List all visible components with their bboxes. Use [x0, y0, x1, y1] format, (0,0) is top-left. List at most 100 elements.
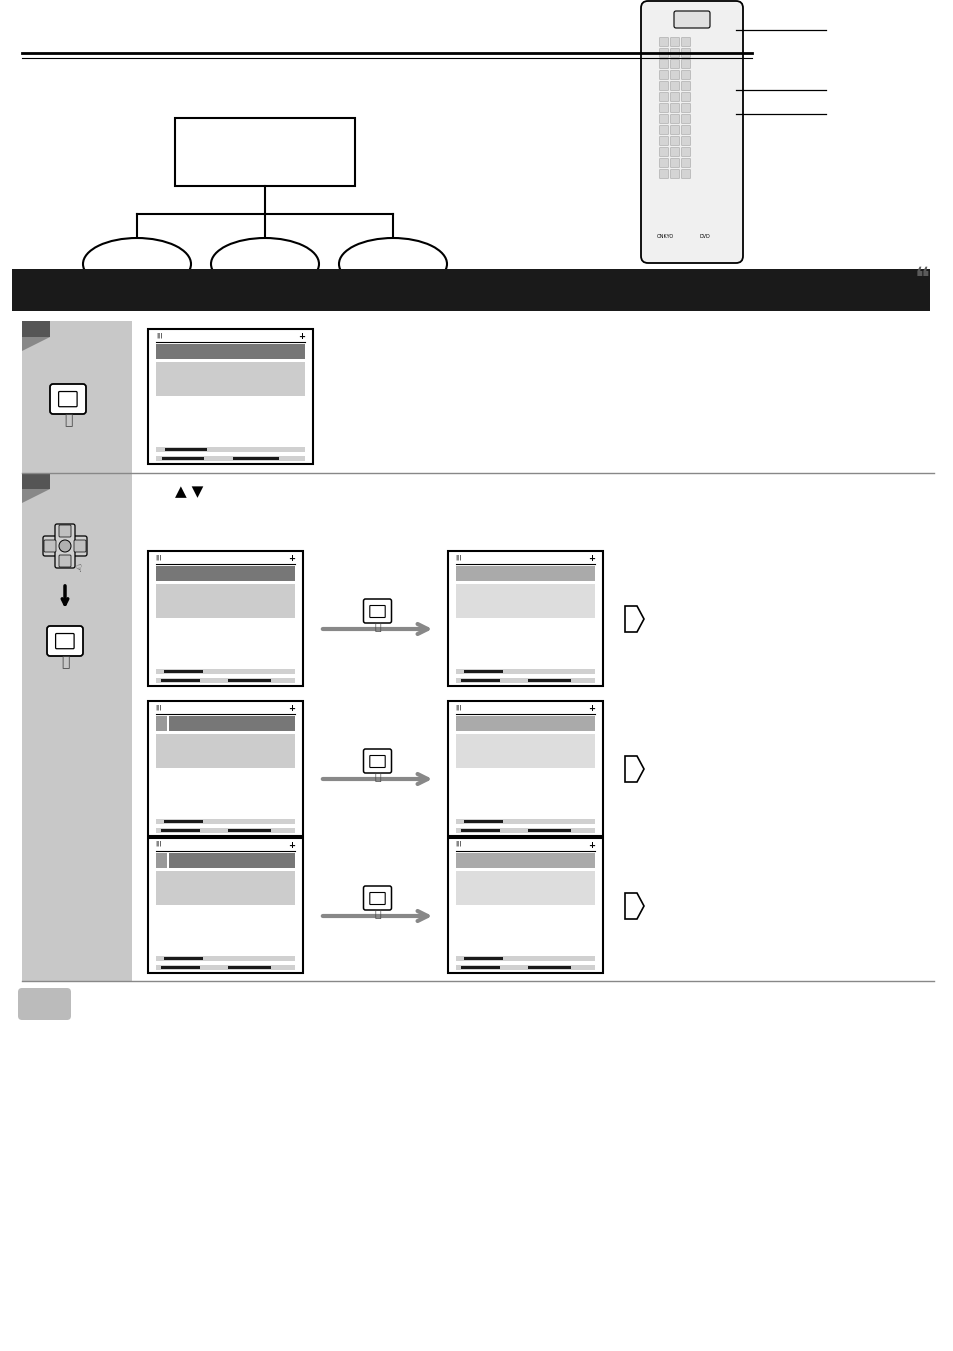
- Bar: [456, 819, 595, 824]
- Ellipse shape: [211, 238, 318, 290]
- Bar: [169, 852, 294, 867]
- FancyBboxPatch shape: [659, 49, 668, 58]
- Text: ONKYO: ONKYO: [657, 234, 674, 239]
- FancyBboxPatch shape: [55, 634, 74, 648]
- FancyBboxPatch shape: [670, 70, 679, 80]
- Bar: [155, 566, 294, 581]
- Bar: [528, 830, 571, 832]
- FancyBboxPatch shape: [659, 38, 668, 46]
- FancyBboxPatch shape: [670, 92, 679, 101]
- FancyBboxPatch shape: [670, 38, 679, 46]
- FancyBboxPatch shape: [673, 11, 709, 28]
- Text: |||: |||: [155, 554, 162, 559]
- FancyBboxPatch shape: [18, 988, 71, 1020]
- Bar: [456, 734, 595, 767]
- Bar: [463, 820, 502, 823]
- FancyBboxPatch shape: [59, 526, 71, 536]
- Bar: [22, 473, 132, 981]
- Ellipse shape: [83, 238, 191, 290]
- Bar: [148, 701, 303, 836]
- FancyBboxPatch shape: [659, 81, 668, 91]
- FancyBboxPatch shape: [680, 70, 690, 80]
- FancyBboxPatch shape: [659, 70, 668, 80]
- Bar: [22, 473, 50, 489]
- Bar: [456, 566, 595, 581]
- FancyBboxPatch shape: [670, 169, 679, 178]
- Text: |||: |||: [156, 332, 162, 338]
- Polygon shape: [624, 893, 643, 919]
- Text: ✋: ✋: [64, 413, 72, 427]
- FancyBboxPatch shape: [370, 605, 385, 617]
- FancyBboxPatch shape: [680, 49, 690, 58]
- Bar: [148, 551, 303, 686]
- Polygon shape: [624, 757, 643, 782]
- FancyBboxPatch shape: [659, 92, 668, 101]
- FancyBboxPatch shape: [74, 540, 86, 553]
- Bar: [155, 584, 294, 617]
- Polygon shape: [22, 336, 50, 351]
- FancyBboxPatch shape: [659, 126, 668, 135]
- Bar: [161, 966, 200, 969]
- Text: +: +: [288, 842, 294, 850]
- FancyBboxPatch shape: [680, 115, 690, 123]
- FancyBboxPatch shape: [680, 59, 690, 69]
- Bar: [456, 957, 595, 961]
- FancyBboxPatch shape: [670, 126, 679, 135]
- Text: +: +: [588, 554, 595, 563]
- Bar: [155, 828, 294, 834]
- Bar: [456, 678, 595, 684]
- Bar: [456, 852, 595, 867]
- FancyBboxPatch shape: [670, 136, 679, 146]
- Bar: [528, 966, 571, 969]
- Text: DVD: DVD: [700, 234, 710, 239]
- FancyBboxPatch shape: [370, 755, 385, 767]
- Bar: [228, 830, 271, 832]
- Bar: [456, 584, 595, 617]
- Text: |||: |||: [456, 554, 461, 559]
- Bar: [161, 680, 200, 682]
- FancyBboxPatch shape: [47, 626, 83, 657]
- FancyBboxPatch shape: [670, 49, 679, 58]
- Text: ✋: ✋: [374, 771, 380, 782]
- Bar: [155, 965, 294, 970]
- Bar: [155, 669, 294, 674]
- FancyBboxPatch shape: [659, 136, 668, 146]
- FancyBboxPatch shape: [58, 392, 77, 407]
- FancyBboxPatch shape: [659, 158, 668, 168]
- Bar: [456, 828, 595, 834]
- FancyBboxPatch shape: [363, 748, 391, 773]
- Bar: [228, 680, 271, 682]
- Bar: [161, 830, 200, 832]
- Text: |||: |||: [456, 842, 461, 847]
- FancyBboxPatch shape: [670, 158, 679, 168]
- Bar: [233, 457, 279, 459]
- Text: |||: |||: [155, 842, 162, 847]
- Bar: [164, 957, 203, 961]
- FancyBboxPatch shape: [50, 384, 86, 413]
- Text: ☟: ☟: [75, 563, 81, 574]
- Bar: [155, 957, 294, 961]
- FancyBboxPatch shape: [659, 115, 668, 123]
- FancyBboxPatch shape: [659, 169, 668, 178]
- FancyBboxPatch shape: [55, 524, 75, 567]
- FancyBboxPatch shape: [670, 147, 679, 157]
- Bar: [155, 716, 167, 731]
- Ellipse shape: [338, 238, 447, 290]
- FancyBboxPatch shape: [659, 147, 668, 157]
- Bar: [165, 449, 207, 451]
- FancyBboxPatch shape: [670, 81, 679, 91]
- FancyBboxPatch shape: [363, 886, 391, 911]
- Bar: [22, 322, 132, 473]
- Text: +: +: [588, 842, 595, 850]
- FancyBboxPatch shape: [640, 1, 742, 263]
- Bar: [461, 830, 500, 832]
- Bar: [228, 966, 271, 969]
- Text: +: +: [288, 704, 294, 713]
- Text: |||: |||: [155, 704, 162, 709]
- Bar: [456, 871, 595, 905]
- Bar: [169, 716, 294, 731]
- FancyBboxPatch shape: [670, 104, 679, 112]
- Bar: [461, 966, 500, 969]
- Bar: [463, 957, 502, 961]
- Bar: [148, 330, 313, 463]
